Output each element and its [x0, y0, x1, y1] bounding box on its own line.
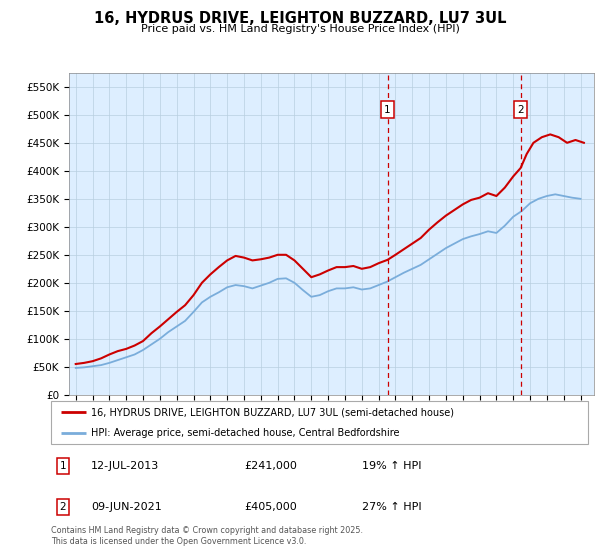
Text: Price paid vs. HM Land Registry's House Price Index (HPI): Price paid vs. HM Land Registry's House … [140, 24, 460, 34]
Text: 16, HYDRUS DRIVE, LEIGHTON BUZZARD, LU7 3UL: 16, HYDRUS DRIVE, LEIGHTON BUZZARD, LU7 … [94, 11, 506, 26]
Text: 16, HYDRUS DRIVE, LEIGHTON BUZZARD, LU7 3UL (semi-detached house): 16, HYDRUS DRIVE, LEIGHTON BUZZARD, LU7 … [91, 408, 454, 417]
Text: 1: 1 [384, 105, 391, 115]
Text: 27% ↑ HPI: 27% ↑ HPI [362, 502, 422, 512]
Text: 19% ↑ HPI: 19% ↑ HPI [362, 461, 422, 471]
Text: £405,000: £405,000 [244, 502, 297, 512]
Text: 1: 1 [59, 461, 66, 471]
Text: 2: 2 [59, 502, 66, 512]
Text: 12-JUL-2013: 12-JUL-2013 [91, 461, 160, 471]
Text: HPI: Average price, semi-detached house, Central Bedfordshire: HPI: Average price, semi-detached house,… [91, 428, 400, 438]
Text: £241,000: £241,000 [244, 461, 297, 471]
Text: 2: 2 [517, 105, 524, 115]
Text: 09-JUN-2021: 09-JUN-2021 [91, 502, 162, 512]
Text: Contains HM Land Registry data © Crown copyright and database right 2025.
This d: Contains HM Land Registry data © Crown c… [51, 526, 363, 546]
